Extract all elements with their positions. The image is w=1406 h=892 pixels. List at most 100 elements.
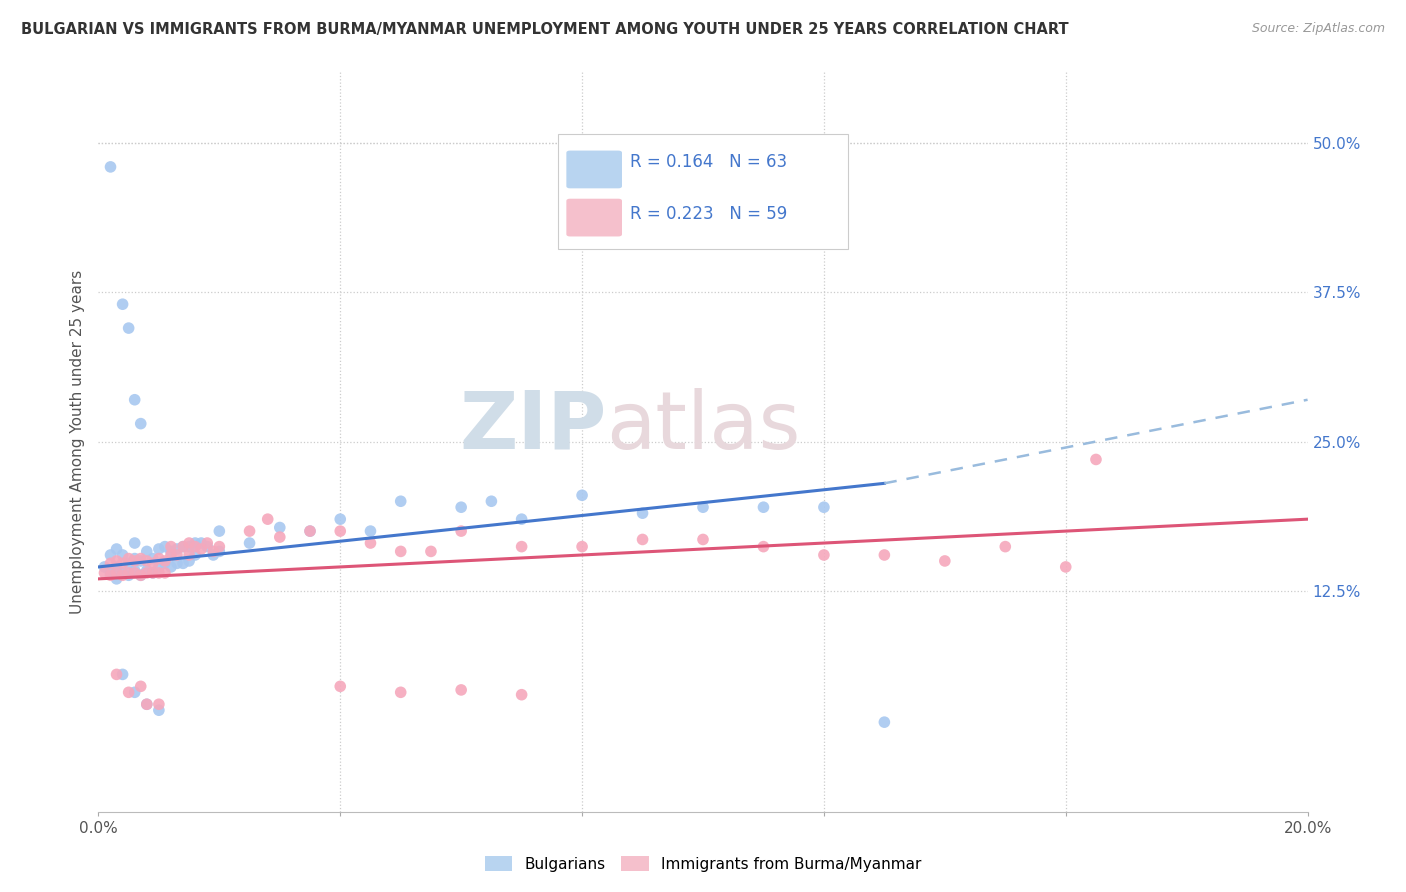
Point bbox=[571, 540, 593, 554]
Point bbox=[118, 568, 141, 582]
Point bbox=[510, 512, 533, 526]
Point bbox=[111, 667, 134, 681]
Point bbox=[118, 557, 141, 571]
Point bbox=[208, 544, 231, 558]
Point bbox=[450, 524, 472, 538]
Point bbox=[934, 554, 956, 568]
Point bbox=[389, 685, 412, 699]
Point bbox=[269, 520, 291, 534]
Point bbox=[142, 566, 165, 580]
Point bbox=[124, 685, 146, 699]
Point bbox=[105, 572, 128, 586]
Point bbox=[329, 679, 352, 693]
Point bbox=[692, 533, 714, 547]
Text: BULGARIAN VS IMMIGRANTS FROM BURMA/MYANMAR UNEMPLOYMENT AMONG YOUTH UNDER 25 YEA: BULGARIAN VS IMMIGRANTS FROM BURMA/MYANM… bbox=[21, 22, 1069, 37]
Point bbox=[111, 297, 134, 311]
Point bbox=[148, 698, 170, 712]
Point bbox=[105, 541, 128, 556]
Point bbox=[329, 512, 352, 526]
Text: R = 0.223   N = 59: R = 0.223 N = 59 bbox=[630, 204, 787, 222]
Point bbox=[124, 566, 146, 580]
Point bbox=[105, 566, 128, 580]
Point bbox=[195, 540, 218, 554]
Point bbox=[166, 548, 188, 562]
Point bbox=[111, 557, 134, 571]
Point bbox=[148, 703, 170, 717]
Point bbox=[166, 557, 188, 571]
Text: ZIP: ZIP bbox=[458, 388, 606, 466]
Point bbox=[450, 682, 472, 697]
Point bbox=[153, 557, 176, 571]
Point bbox=[129, 417, 152, 431]
Point bbox=[299, 524, 322, 538]
Point bbox=[100, 557, 122, 571]
Point bbox=[124, 564, 146, 578]
Point bbox=[172, 557, 194, 571]
Point bbox=[124, 554, 146, 568]
FancyBboxPatch shape bbox=[567, 199, 621, 236]
Point bbox=[129, 554, 152, 568]
Point bbox=[329, 524, 352, 538]
Point bbox=[142, 566, 165, 580]
Text: Source: ZipAtlas.com: Source: ZipAtlas.com bbox=[1251, 22, 1385, 36]
Point bbox=[752, 540, 775, 554]
Point bbox=[100, 566, 122, 580]
Point bbox=[124, 536, 146, 550]
Point bbox=[105, 554, 128, 568]
Point bbox=[1085, 452, 1108, 467]
Point bbox=[450, 500, 472, 515]
Point bbox=[360, 524, 382, 538]
Point bbox=[111, 548, 134, 562]
Point bbox=[160, 540, 183, 554]
Point bbox=[100, 568, 122, 582]
Point bbox=[256, 512, 278, 526]
Point bbox=[208, 540, 231, 554]
Point bbox=[93, 566, 115, 580]
Point bbox=[299, 524, 322, 538]
Point bbox=[239, 524, 262, 538]
Point bbox=[172, 540, 194, 554]
Point bbox=[105, 560, 128, 574]
Point bbox=[148, 560, 170, 574]
Text: R = 0.164   N = 63: R = 0.164 N = 63 bbox=[630, 153, 787, 170]
Point bbox=[160, 560, 183, 574]
Point bbox=[135, 698, 157, 712]
Point bbox=[124, 551, 146, 566]
Point bbox=[124, 392, 146, 407]
Point bbox=[129, 551, 152, 566]
Point bbox=[179, 554, 201, 568]
Point bbox=[1054, 560, 1077, 574]
Point bbox=[118, 551, 141, 566]
Point bbox=[160, 544, 183, 558]
Point bbox=[510, 688, 533, 702]
Point bbox=[179, 548, 201, 562]
Point bbox=[129, 679, 152, 693]
Point bbox=[135, 554, 157, 568]
Point bbox=[873, 715, 896, 730]
Point bbox=[184, 540, 207, 554]
Point bbox=[135, 564, 157, 578]
Point bbox=[202, 544, 225, 558]
Point bbox=[166, 541, 188, 556]
Point bbox=[100, 160, 122, 174]
Point bbox=[135, 698, 157, 712]
Point bbox=[202, 548, 225, 562]
Point bbox=[179, 540, 201, 554]
Point bbox=[571, 488, 593, 502]
Point bbox=[631, 506, 654, 520]
Point bbox=[153, 566, 176, 580]
Point bbox=[118, 566, 141, 580]
Point bbox=[172, 540, 194, 554]
Point bbox=[195, 536, 218, 550]
Point bbox=[142, 557, 165, 571]
FancyBboxPatch shape bbox=[558, 135, 848, 249]
Text: atlas: atlas bbox=[606, 388, 800, 466]
Point bbox=[752, 500, 775, 515]
Point bbox=[160, 548, 183, 562]
Point bbox=[135, 544, 157, 558]
Point bbox=[481, 494, 503, 508]
FancyBboxPatch shape bbox=[567, 151, 621, 188]
Point bbox=[148, 566, 170, 580]
Point bbox=[111, 568, 134, 582]
Point bbox=[873, 548, 896, 562]
